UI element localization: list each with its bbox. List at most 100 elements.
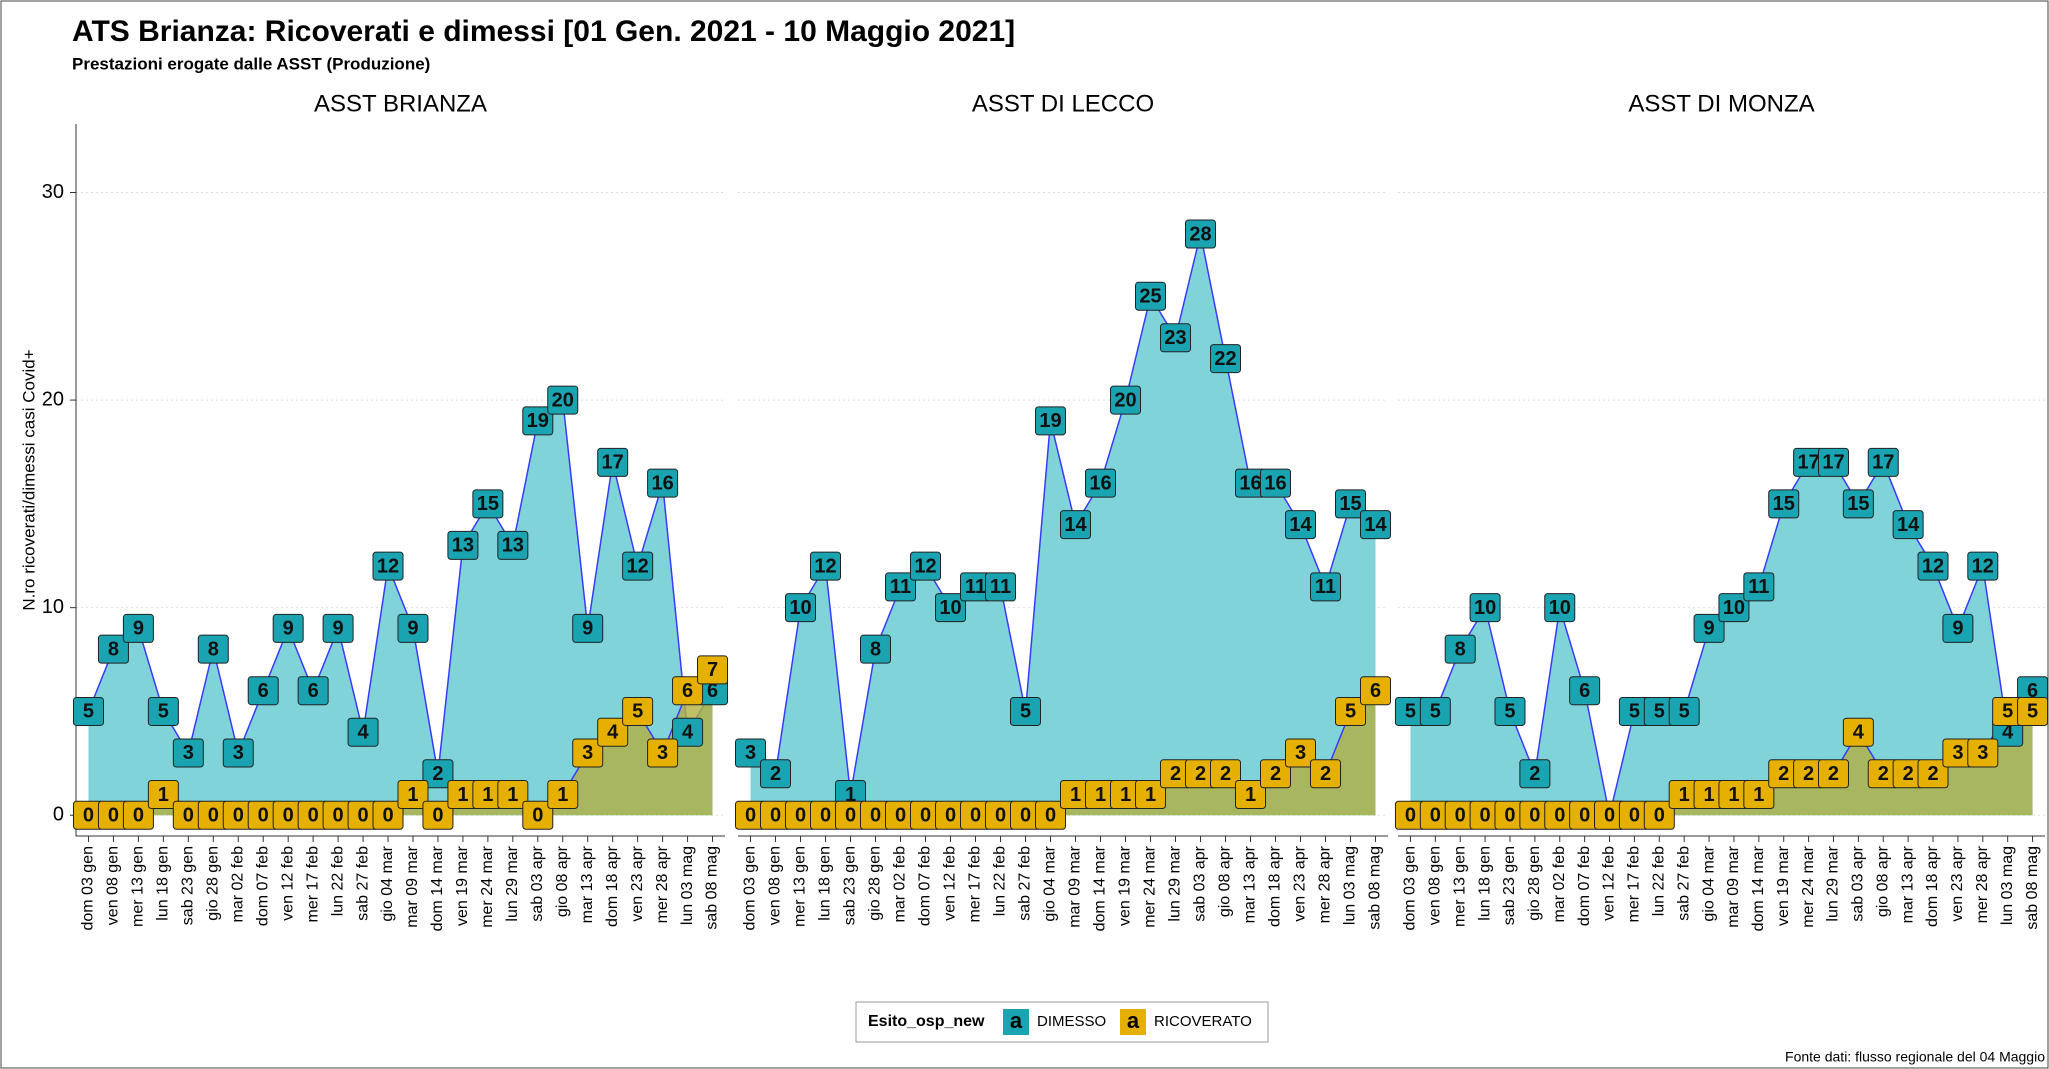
data-label: 6 <box>1579 680 1590 702</box>
data-label: 17 <box>602 452 624 474</box>
label-box <box>247 676 279 706</box>
label-box <box>97 634 129 664</box>
data-label: 9 <box>133 618 144 640</box>
x-tick-label: sab 23 gen <box>842 846 859 925</box>
x-tick-label: gio 04 mar <box>1042 845 1059 921</box>
label-box <box>547 385 579 415</box>
label-box <box>1160 323 1191 353</box>
label-box <box>1544 593 1576 623</box>
label-box <box>697 655 729 685</box>
data-label: 2 <box>1195 763 1206 785</box>
data-label: 11 <box>965 576 986 598</box>
data-label: 0 <box>308 805 319 827</box>
data-label: 6 <box>2027 680 2038 702</box>
label-box <box>672 717 704 747</box>
data-label: 0 <box>133 805 144 827</box>
label-box <box>1494 696 1526 726</box>
label-box <box>1285 510 1316 540</box>
label-box <box>1110 385 1141 415</box>
x-tick-label: mar 02 feb <box>1551 846 1568 923</box>
data-label: 11 <box>990 576 1011 598</box>
data-label: 5 <box>158 701 169 723</box>
x-tick-label: sab 23 gen <box>180 846 197 925</box>
label-box <box>985 572 1016 602</box>
label-box <box>885 572 916 602</box>
label-box <box>1310 572 1341 602</box>
data-label: 15 <box>1773 493 1795 515</box>
data-label: 22 <box>1214 348 1236 370</box>
x-tick-label: mar 09 mar <box>1067 845 1084 927</box>
data-label: 2 <box>1529 763 1540 785</box>
label-box <box>122 613 154 643</box>
data-label: 4 <box>357 721 369 743</box>
label-box <box>1335 696 1366 726</box>
x-tick-label: mer 13 gen <box>792 846 809 927</box>
data-label: 2 <box>1170 763 1181 785</box>
x-tick-label: mer 28 apr <box>1974 845 1991 923</box>
label-box <box>597 717 629 747</box>
data-label: 6 <box>707 680 718 702</box>
data-label: 5 <box>632 701 643 723</box>
label-box <box>1360 676 1391 706</box>
x-tick-label: lun 03 mag <box>1999 846 2016 925</box>
data-label: 17 <box>1797 452 1819 474</box>
legend-title: Esito_osp_new <box>868 1013 985 1030</box>
data-label: 0 <box>770 805 781 827</box>
label-box <box>1469 593 1501 623</box>
x-tick-label: mar 13 apr <box>1242 845 1259 923</box>
data-label: 2 <box>1778 763 1789 785</box>
x-tick-label: ven 12 feb <box>279 846 296 921</box>
data-label: 7 <box>707 659 718 681</box>
x-tick-label: mer 24 mar <box>479 845 496 927</box>
data-label: 5 <box>83 701 94 723</box>
x-tick-label: ven 23 apr <box>1292 845 1309 921</box>
data-label: 9 <box>1952 618 1963 640</box>
label-box <box>522 406 554 436</box>
data-label: 13 <box>502 535 524 557</box>
label-box <box>1967 738 1999 768</box>
data-label: 0 <box>1020 805 1031 827</box>
data-label: 5 <box>1430 701 1441 723</box>
x-tick-label: sab 08 mag <box>1367 846 1384 930</box>
data-label: 12 <box>1972 555 1994 577</box>
data-label: 15 <box>1339 493 1361 515</box>
x-tick-label: sab 08 mag <box>2024 846 2041 930</box>
data-label: 5 <box>1629 701 1640 723</box>
label-box <box>372 800 404 830</box>
x-tick-label: mar 13 apr <box>1899 845 1916 923</box>
area <box>88 669 713 816</box>
data-label: 28 <box>1189 223 1211 245</box>
label-box <box>547 779 579 809</box>
data-label: 6 <box>308 680 319 702</box>
data-label: 1 <box>1145 784 1156 806</box>
data-label: 1 <box>1070 784 1081 806</box>
data-label: 12 <box>627 555 649 577</box>
data-label: 2 <box>1828 763 1839 785</box>
data-label: 20 <box>552 389 574 411</box>
x-tick-label: dom 18 apr <box>1924 845 1941 927</box>
data-label: 14 <box>1289 514 1312 536</box>
x-tick-label: dom 07 feb <box>917 846 934 926</box>
data-label: 3 <box>183 742 194 764</box>
data-label: 14 <box>1064 514 1087 536</box>
data-label: 16 <box>651 472 673 494</box>
label-box <box>1210 344 1241 374</box>
label-box <box>522 800 554 830</box>
data-label: 0 <box>745 805 756 827</box>
data-label: 1 <box>1095 784 1106 806</box>
data-label: 0 <box>532 805 543 827</box>
data-label: 0 <box>795 805 806 827</box>
x-tick-label: ven 19 mar <box>454 845 471 926</box>
x-tick-label: gio 08 apr <box>554 845 571 917</box>
x-tick-label: mer 17 feb <box>967 846 984 923</box>
legend-key <box>1120 1009 1146 1035</box>
data-label: 8 <box>208 638 219 660</box>
x-tick-label: mer 24 mar <box>1142 845 1159 927</box>
label-box <box>760 759 791 789</box>
panel-title: ASST DI MONZA <box>1628 90 1814 117</box>
x-tick-label: gio 28 gen <box>1526 846 1543 921</box>
x-tick-label: dom 07 feb <box>254 846 271 926</box>
data-label: 0 <box>945 805 956 827</box>
data-label: 0 <box>995 805 1006 827</box>
data-label: 13 <box>452 535 474 557</box>
